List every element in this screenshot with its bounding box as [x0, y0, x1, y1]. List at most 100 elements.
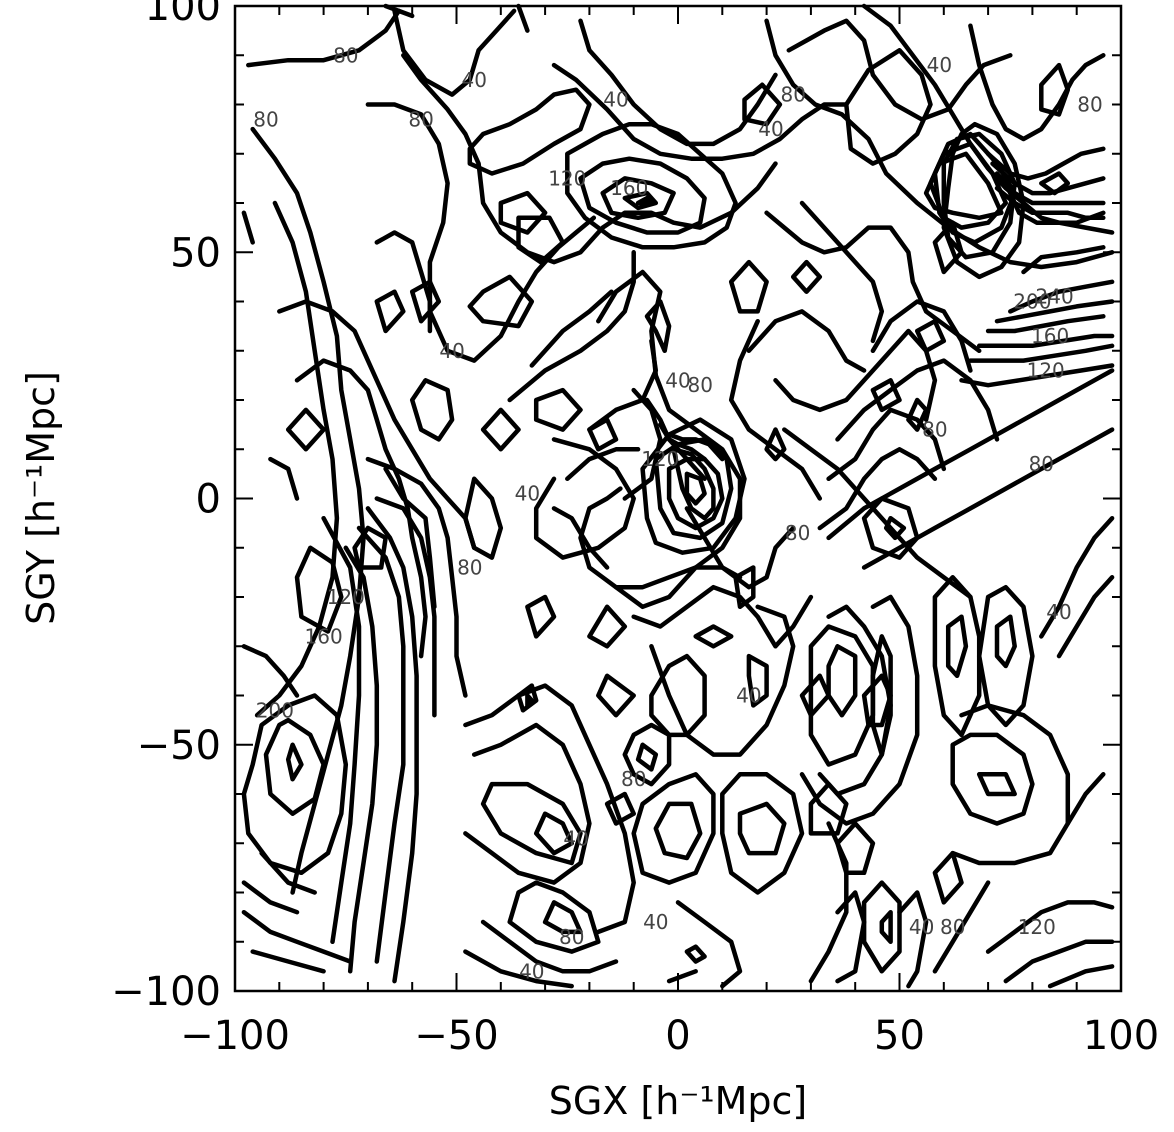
contour-line [551, 506, 610, 570]
contour-line [480, 781, 583, 866]
contour-line [720, 772, 805, 895]
contour-line [786, 18, 1013, 122]
contour-line [870, 378, 902, 413]
contour-label: 80 [253, 107, 278, 131]
contour-line [241, 880, 300, 915]
contour-line [383, 466, 437, 610]
contour-line [994, 171, 1106, 206]
contour-line [250, 949, 326, 974]
contour-label: 40 [736, 684, 761, 708]
contour-label: 40 [909, 915, 934, 939]
contour-line [675, 900, 743, 989]
contour-line [976, 772, 1017, 797]
contour-line [1065, 772, 1106, 826]
contour-line [352, 525, 388, 570]
contour-label: 80 [1077, 93, 1102, 117]
contour-label: 80 [559, 925, 584, 949]
contour-line [480, 919, 619, 974]
contour-line [374, 289, 406, 334]
contour-line [498, 190, 548, 235]
contour-line [861, 880, 902, 974]
contour-line [467, 87, 592, 176]
contour-line [321, 515, 362, 945]
contour-line [844, 48, 933, 166]
contour-line [742, 82, 783, 127]
contour-line [463, 949, 574, 989]
contour-line [941, 121, 1026, 280]
contour-line [923, 151, 1004, 221]
y-axis-title: SGY [h⁻¹Mpc] [19, 371, 63, 625]
contour-label: 40 [1046, 600, 1071, 624]
contour-line [994, 299, 1115, 324]
contour-line [649, 604, 796, 757]
contour-line [808, 821, 849, 984]
contour-line [578, 18, 778, 147]
contour-line [932, 575, 982, 738]
contour-line [653, 437, 734, 541]
contour-line [693, 624, 734, 649]
y-tick-label: −50 [137, 723, 221, 769]
contour-line [671, 447, 716, 521]
contour-line [268, 456, 300, 501]
contour-line [653, 801, 703, 861]
contour-line [587, 338, 659, 432]
contour-label: 160 [1031, 324, 1069, 348]
contour-line [294, 358, 428, 659]
y-tick-label: 0 [196, 477, 221, 523]
contour-line [587, 604, 628, 649]
contour-label: 120 [548, 166, 586, 190]
contour-line [649, 653, 707, 738]
contour-line [529, 289, 614, 368]
contour-line [826, 644, 858, 718]
contour-label: 80 [1029, 452, 1054, 476]
contour-line [861, 496, 920, 560]
contour-label: 120 [327, 585, 365, 609]
x-tick-label: 100 [1083, 1013, 1159, 1059]
x-tick-label: −100 [180, 1013, 290, 1059]
contour-line [932, 880, 991, 974]
contour-line [1039, 171, 1071, 196]
contour-line [870, 299, 973, 373]
contour-line [968, 23, 1106, 142]
contour-line [728, 318, 823, 501]
contour-line [782, 427, 973, 600]
contour-line [994, 614, 1017, 669]
contour-line [879, 909, 893, 945]
contour-line [870, 634, 893, 757]
contour-line [764, 18, 1115, 270]
contour-line [516, 3, 530, 33]
contour-label: 80 [922, 418, 947, 442]
contour-line [826, 407, 947, 482]
y-tick-label: 50 [170, 230, 221, 276]
contour-label: 80 [940, 915, 965, 939]
contour-line [968, 343, 1115, 363]
contour-line [409, 378, 455, 442]
contour-line [928, 141, 1009, 230]
contour-label: 200 [1013, 290, 1051, 314]
contour-label: 80 [457, 556, 482, 580]
contour-line [578, 156, 707, 235]
contour-line [259, 850, 317, 895]
contour-line [950, 703, 1071, 866]
contour-line [835, 890, 867, 984]
contour-line [746, 309, 867, 373]
contour-line [365, 506, 419, 984]
contour-line [596, 673, 636, 718]
contour-line [644, 299, 672, 354]
contour-line [374, 230, 433, 334]
contour-line [525, 693, 535, 708]
contour-line [976, 333, 1115, 349]
contour-lines [241, 3, 1115, 989]
contour-line [463, 683, 636, 935]
contour-label: 160 [610, 176, 648, 200]
contour-line [914, 318, 947, 354]
contour-line [622, 190, 659, 211]
contour-line [959, 363, 1115, 388]
contour-line [401, 53, 778, 265]
contour-label: 80 [333, 43, 358, 67]
contour-line [932, 850, 964, 905]
x-axis-title: SGX [h⁻¹Mpc] [549, 1079, 808, 1123]
contour-label: 120 [1027, 359, 1065, 383]
contour-line [985, 146, 1106, 181]
